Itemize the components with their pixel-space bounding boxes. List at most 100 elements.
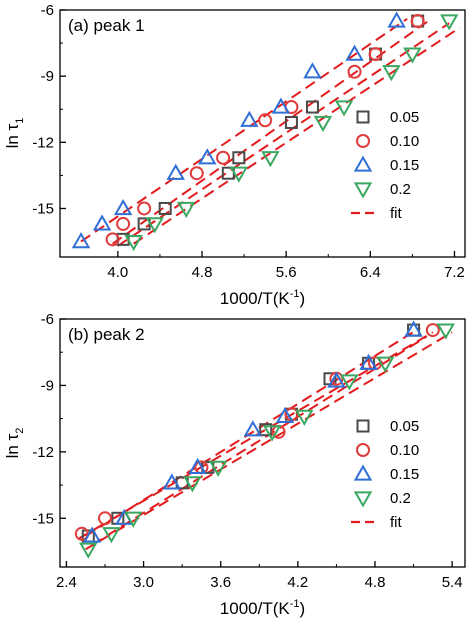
data-point-0_10 (189, 166, 204, 181)
data-point-0_10 (410, 14, 425, 29)
x-tick-label: 4.8 (365, 574, 386, 591)
data-point-0_10 (105, 232, 120, 247)
x-axis-title-close: ) (300, 599, 306, 618)
legend-label: 0.15 (390, 466, 419, 483)
legend-swatch (356, 419, 370, 433)
data-point-0_2 (262, 425, 282, 442)
y-axis-title-sub: 2 (14, 428, 26, 434)
y-tick-label: -12 (32, 134, 54, 151)
data-point-0_10 (216, 150, 231, 165)
data-point-0_10 (137, 201, 152, 216)
data-point-0_2 (340, 374, 359, 391)
legend-label: 0.05 (390, 109, 419, 126)
data-point-0_05 (232, 151, 246, 165)
data-point-0_05 (259, 423, 273, 437)
data-area (71, 11, 461, 252)
data-point-0_10 (425, 323, 440, 338)
data-point-0_15 (71, 232, 91, 249)
y-tick-label: -15 (32, 510, 54, 527)
fit-line (133, 26, 461, 245)
data-point-0_10 (116, 216, 131, 231)
legend-label: 0.10 (390, 133, 419, 150)
data-point-0_15 (166, 163, 185, 180)
legend-swatch (356, 443, 370, 457)
data-point-0_10 (347, 64, 362, 79)
x-axis-title: 1000/T(K-1) (220, 288, 305, 308)
legend-label: fit (390, 514, 403, 531)
x-tick-label: 3.0 (133, 574, 154, 591)
data-point-0_10 (74, 526, 89, 541)
data-point-0_2 (102, 527, 121, 544)
x-axis-title-sup: -1 (290, 288, 300, 300)
panel-peak1: 4.0 4.8 5.6 6.4 7.2 -15 -12 -9 -6 (a) peak 1 0.05 0… (3, 2, 466, 308)
data-point-0_2 (334, 100, 354, 117)
legend-label: fit (390, 205, 403, 222)
fit-line (91, 335, 427, 546)
data-point-0_15 (113, 198, 133, 216)
data-point-0_2 (436, 323, 455, 340)
data-area (74, 320, 455, 559)
legend-label: 0.05 (390, 418, 419, 435)
data-point-0_15 (243, 420, 263, 437)
data-point-0_15 (404, 320, 423, 337)
data-point-0_2 (295, 409, 314, 426)
data-point-0_2 (403, 47, 422, 64)
data-point-0_2 (145, 217, 164, 234)
data-point-0_2 (183, 476, 202, 493)
x-tick-label: 5.6 (276, 264, 297, 281)
plot-frame (59, 9, 466, 258)
y-tick-label: -6 (41, 2, 54, 19)
data-point-0_15 (92, 214, 112, 231)
data-point-0_2 (261, 151, 280, 168)
legend-swatch (353, 155, 373, 172)
legend-label: 0.2 (390, 181, 411, 198)
x-tick-label: 2.4 (56, 574, 77, 591)
x-axis-title-main: 1000/T(K (220, 289, 291, 308)
x-tick-label: 3.6 (210, 574, 231, 591)
data-point-0_2 (124, 234, 143, 252)
data-point-0_15 (188, 457, 207, 474)
x-tick-label: 4.0 (107, 264, 128, 281)
data-point-0_15 (162, 473, 182, 490)
legend-label: 0.15 (390, 157, 419, 174)
legend-label: 0.2 (390, 490, 411, 507)
data-point-0_2 (177, 201, 196, 218)
data-point-0_10 (98, 511, 112, 526)
y-tick-label: -6 (41, 311, 54, 328)
x-tick-label: 6.4 (360, 264, 381, 281)
x-tick-label: 4.8 (192, 264, 213, 281)
legend-swatch (353, 464, 373, 481)
data-point-0_15 (275, 406, 295, 424)
x-axis-title: 1000/T(K-1) (220, 598, 305, 618)
panel-peak2: 2.4 3.0 3.6 4.2 4.8 5.4-15-12-9-6(b) peak 20.… (3, 311, 466, 618)
data-point-0_2 (439, 14, 459, 31)
fit-line (117, 22, 450, 247)
y-axis-title-main: ln τ (3, 433, 22, 458)
data-point-0_10 (368, 47, 383, 62)
x-axis-title-sup: -1 (290, 598, 300, 610)
x-tick-label: 4.2 (287, 574, 308, 591)
data-point-0_05 (305, 100, 319, 114)
x-axis-title-main: 1000/T(K (220, 599, 291, 618)
data-point-0_2 (376, 356, 395, 373)
data-point-0_15 (387, 11, 406, 28)
y-tick-label: -12 (32, 444, 54, 461)
fit-line (80, 17, 408, 243)
data-point-0_2 (208, 460, 228, 477)
x-axis-title-close: ) (300, 289, 306, 308)
y-tick-label: -15 (32, 200, 54, 217)
panel-title: (a) peak 1 (68, 16, 145, 35)
data-point-0_2 (229, 166, 249, 183)
y-axis-title: ln τ1 (3, 118, 26, 149)
data-point-0_2 (79, 542, 98, 559)
legend-swatch (356, 134, 370, 148)
data-point-0_2 (124, 511, 143, 528)
data-point-0_15 (240, 110, 259, 127)
data-point-0_15 (271, 97, 291, 114)
y-axis-title-sub: 1 (14, 118, 26, 124)
data-point-0_10 (258, 113, 273, 128)
legend-swatch (356, 110, 370, 124)
x-tick-label: 5.4 (442, 574, 463, 591)
data-point-0_15 (359, 353, 378, 370)
